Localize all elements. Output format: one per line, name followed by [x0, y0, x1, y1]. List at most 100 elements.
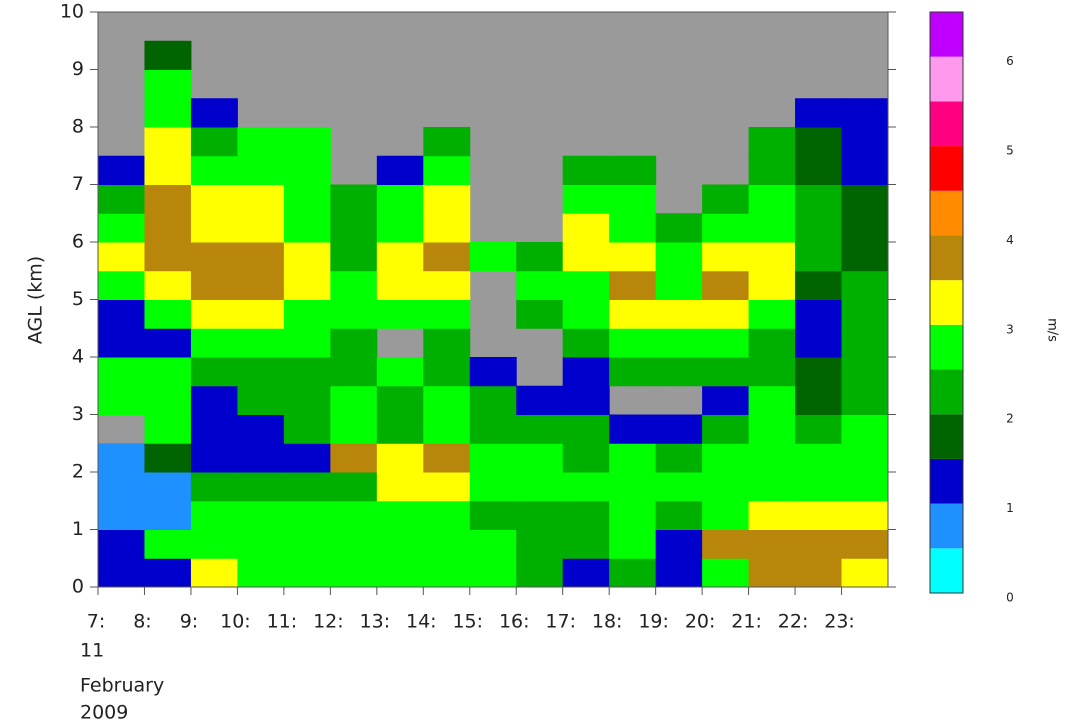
- cell: [284, 242, 331, 271]
- cell: [516, 501, 563, 530]
- cell: [423, 185, 470, 214]
- cell: [237, 300, 284, 329]
- cell: [284, 501, 331, 530]
- cell: [330, 415, 377, 444]
- cell: [98, 328, 145, 357]
- cell: [749, 386, 796, 415]
- cell: [470, 386, 517, 415]
- cell: [563, 415, 610, 444]
- cell: [842, 242, 889, 271]
- cell: [749, 558, 796, 587]
- cell: [563, 156, 610, 185]
- cell: [842, 472, 889, 501]
- cell: [144, 501, 191, 530]
- cell: [609, 213, 656, 242]
- cell: [563, 357, 610, 386]
- y-tick-label: 5: [72, 288, 84, 310]
- cell: [423, 271, 470, 300]
- colorbar-tick-label: 5: [1006, 144, 1014, 158]
- cell: [749, 357, 796, 386]
- cell: [423, 213, 470, 242]
- cell: [795, 185, 842, 214]
- colorbar-label: m/s: [1045, 318, 1060, 342]
- cell: [330, 501, 377, 530]
- cell: [795, 415, 842, 444]
- y-tick-label: 0: [72, 576, 84, 598]
- cell: [98, 501, 145, 530]
- cell: [749, 156, 796, 185]
- cell: [656, 472, 703, 501]
- cell: [237, 472, 284, 501]
- colorbar-segment: [930, 146, 963, 191]
- cell: [284, 558, 331, 587]
- y-tick-label: 2: [72, 461, 84, 483]
- cell: [842, 501, 889, 530]
- x-tick-label: 17:: [545, 611, 576, 633]
- cell: [237, 357, 284, 386]
- cell: [237, 271, 284, 300]
- cell: [702, 472, 749, 501]
- cell: [98, 213, 145, 242]
- cell: [284, 213, 331, 242]
- cell: [284, 443, 331, 472]
- cell: [516, 472, 563, 501]
- cell: [609, 242, 656, 271]
- x-tick-label: 13:: [360, 611, 391, 633]
- cell: [237, 530, 284, 559]
- cell: [795, 386, 842, 415]
- cell: [563, 386, 610, 415]
- cell: [191, 271, 238, 300]
- x-tick-label: 20:: [685, 611, 716, 633]
- cell: [842, 213, 889, 242]
- cell: [144, 271, 191, 300]
- cell: [377, 472, 424, 501]
- x-tick-label: 15:: [452, 611, 483, 633]
- x-tick-label: 14:: [406, 611, 437, 633]
- cell: [423, 300, 470, 329]
- cell: [191, 328, 238, 357]
- cell: [284, 415, 331, 444]
- cell: [144, 242, 191, 271]
- cell: [144, 558, 191, 587]
- cell: [191, 558, 238, 587]
- cell: [702, 558, 749, 587]
- x-tick-label: 23:: [824, 611, 855, 633]
- cell: [516, 242, 563, 271]
- cell: [516, 415, 563, 444]
- cell: [656, 300, 703, 329]
- cell: [144, 328, 191, 357]
- cell: [656, 357, 703, 386]
- cell: [609, 501, 656, 530]
- y-tick-label: 6: [72, 231, 84, 253]
- cell: [795, 300, 842, 329]
- cell: [191, 185, 238, 214]
- cell: [284, 472, 331, 501]
- cell: [237, 127, 284, 156]
- cell: [795, 328, 842, 357]
- cell: [656, 242, 703, 271]
- cell: [423, 357, 470, 386]
- colorbar-segment: [930, 235, 963, 280]
- cell: [330, 213, 377, 242]
- cell: [144, 415, 191, 444]
- cell: [749, 185, 796, 214]
- cell: [237, 501, 284, 530]
- cell: [516, 386, 563, 415]
- cell: [656, 530, 703, 559]
- cell: [237, 242, 284, 271]
- y-tick-label: 3: [72, 403, 84, 425]
- x-tick-label: 8:: [133, 611, 152, 633]
- cell: [330, 271, 377, 300]
- cell: [749, 443, 796, 472]
- cell: [237, 213, 284, 242]
- cell: [842, 443, 889, 472]
- cell: [702, 300, 749, 329]
- cell: [749, 530, 796, 559]
- cell: [609, 472, 656, 501]
- cell: [609, 357, 656, 386]
- cell: [470, 415, 517, 444]
- cell: [330, 386, 377, 415]
- cell: [656, 501, 703, 530]
- cell: [377, 357, 424, 386]
